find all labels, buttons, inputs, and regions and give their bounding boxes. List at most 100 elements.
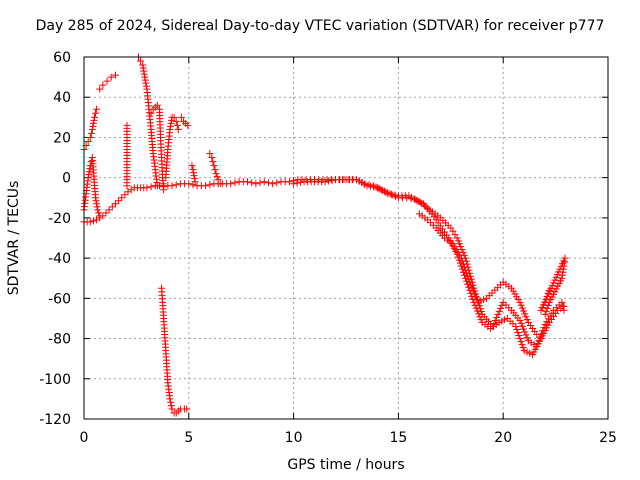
data-point-interp bbox=[522, 313, 530, 321]
data-point bbox=[86, 218, 94, 226]
data-point-interp bbox=[476, 305, 484, 313]
data-point-interp bbox=[470, 290, 478, 298]
x-axis-label: GPS time / hours bbox=[287, 457, 405, 473]
data-point-interp bbox=[141, 76, 149, 84]
data-point bbox=[216, 180, 224, 188]
data-point-interp bbox=[536, 333, 544, 341]
data-point-interp bbox=[92, 109, 100, 117]
data-point bbox=[172, 117, 180, 125]
data-point-interp bbox=[86, 165, 94, 173]
data-point-interp bbox=[517, 301, 525, 309]
data-point-interp bbox=[543, 292, 551, 300]
data-point-interp bbox=[477, 308, 485, 316]
data-point bbox=[227, 180, 235, 188]
data-point bbox=[111, 71, 119, 79]
data-point bbox=[94, 206, 102, 214]
data-point bbox=[206, 150, 214, 158]
data-point-interp bbox=[293, 179, 301, 187]
data-point-interp bbox=[469, 287, 477, 295]
data-point-interp bbox=[115, 197, 123, 205]
x-tick-label: 20 bbox=[494, 430, 512, 446]
data-point-interp bbox=[521, 310, 529, 318]
data-point-interp bbox=[517, 338, 525, 346]
data-point-interp bbox=[542, 295, 550, 303]
data-point bbox=[321, 178, 329, 186]
data-point-interp bbox=[89, 119, 97, 127]
data-point-interp bbox=[518, 322, 526, 330]
x-tick-label: 5 bbox=[184, 430, 193, 446]
data-point bbox=[88, 125, 96, 133]
x-tick-label: 25 bbox=[599, 430, 617, 446]
data-point-interp bbox=[544, 289, 552, 297]
data-point-interp bbox=[468, 284, 476, 292]
data-point-interp bbox=[391, 191, 399, 199]
data-point bbox=[185, 180, 193, 188]
data-point-interp bbox=[461, 266, 469, 274]
data-point bbox=[153, 101, 161, 109]
data-point-interp bbox=[273, 179, 281, 187]
data-point bbox=[168, 405, 176, 413]
data-point bbox=[516, 298, 524, 306]
data-point bbox=[166, 125, 174, 133]
data-point-interp bbox=[231, 179, 239, 187]
data-point bbox=[160, 186, 168, 194]
data-point bbox=[137, 57, 145, 65]
data-point-interp bbox=[173, 121, 181, 129]
data-point bbox=[184, 121, 192, 129]
data-point-interp bbox=[523, 316, 531, 324]
data-point bbox=[166, 395, 174, 403]
data-point-interp bbox=[520, 307, 528, 315]
data-point-interp bbox=[543, 304, 551, 312]
data-point-interp bbox=[89, 217, 97, 225]
data-point-interp bbox=[516, 335, 524, 343]
data-point-interp bbox=[93, 203, 101, 211]
data-point-interp bbox=[121, 191, 129, 199]
data-point-interp bbox=[519, 344, 527, 352]
data-point bbox=[143, 184, 151, 192]
data-point-interp bbox=[513, 326, 521, 334]
data-point bbox=[96, 85, 104, 93]
data-point-interp bbox=[464, 272, 472, 280]
data-point bbox=[84, 174, 92, 182]
data-point-interp bbox=[211, 166, 219, 174]
data-point-interp bbox=[520, 325, 528, 333]
data-point-interp bbox=[458, 257, 466, 265]
data-point bbox=[191, 178, 199, 186]
data-point-interp bbox=[460, 263, 468, 271]
data-point bbox=[84, 137, 92, 145]
data-point bbox=[384, 190, 392, 198]
x-tick-label: 0 bbox=[80, 430, 89, 446]
y-tick-label: -120 bbox=[39, 412, 71, 428]
data-point-interp bbox=[495, 307, 503, 315]
data-point bbox=[177, 113, 185, 121]
axis-ticks: 0 5 10 15 20 25 -120 -100 -80 -60 -40 -20 0 20 40 60 bbox=[39, 50, 617, 446]
data-point-interp bbox=[325, 177, 333, 185]
data-point-interp bbox=[475, 302, 483, 310]
data-point-interp bbox=[523, 334, 531, 342]
data-point-interp bbox=[467, 281, 475, 289]
chart-title: Day 285 of 2024, Sidereal Day-to-day VTE… bbox=[35, 18, 605, 34]
data-point-interp bbox=[93, 200, 101, 208]
data-point bbox=[93, 105, 101, 113]
data-point-interp bbox=[465, 275, 473, 283]
data-point bbox=[118, 194, 126, 202]
data-point-interp bbox=[297, 178, 305, 186]
data-point-interp bbox=[108, 203, 116, 211]
data-point-interp bbox=[514, 329, 522, 337]
data-point-interp bbox=[515, 332, 523, 340]
data-point bbox=[489, 322, 497, 330]
data-point bbox=[189, 166, 197, 174]
data-point bbox=[252, 180, 260, 188]
data-point bbox=[457, 254, 465, 262]
data-point bbox=[202, 182, 210, 190]
data-point-interp bbox=[95, 209, 103, 217]
data-point bbox=[541, 298, 549, 306]
data-point bbox=[290, 180, 298, 188]
data-point-interp bbox=[140, 67, 148, 75]
data-point-interp bbox=[190, 169, 198, 177]
data-point-interp bbox=[494, 310, 502, 318]
data-point-interp bbox=[142, 79, 150, 87]
data-point-interp bbox=[463, 269, 471, 277]
data-point-interp bbox=[191, 175, 199, 183]
